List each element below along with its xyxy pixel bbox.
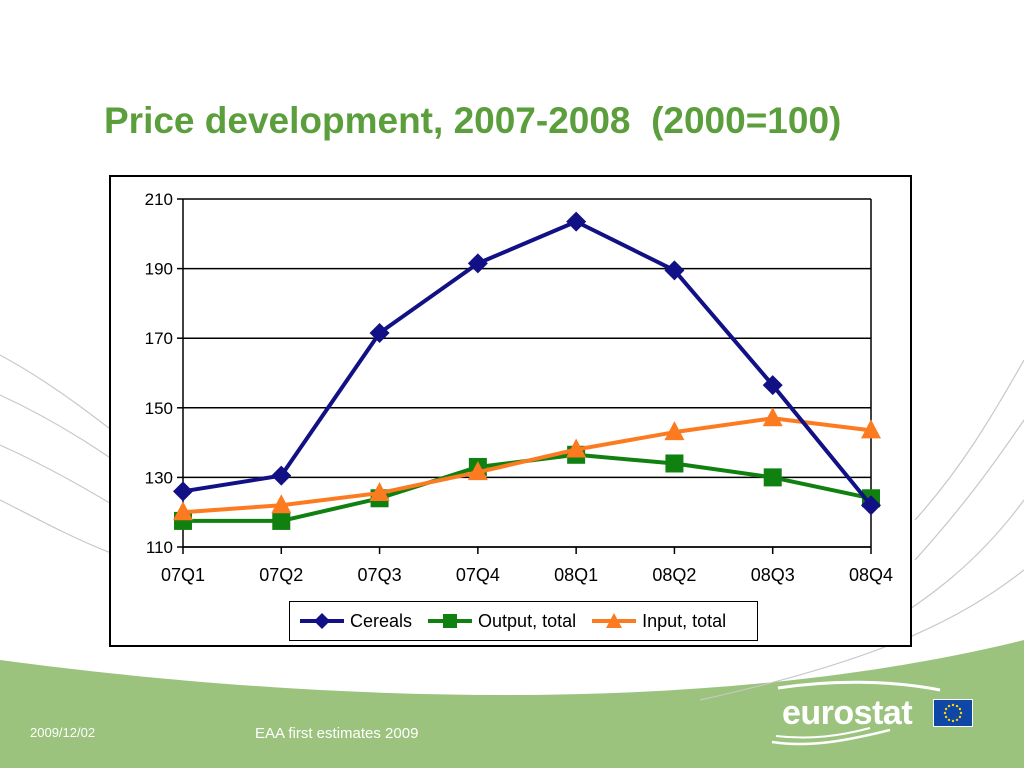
data-point-triangle [173, 501, 193, 521]
y-tick-label: 170 [145, 329, 173, 348]
data-point-diamond [762, 375, 783, 396]
data-point-triangle [271, 494, 292, 514]
eurostat-logo: eurostat [770, 680, 980, 750]
data-point-diamond [664, 260, 685, 281]
footer-date: 2009/12/02 [30, 725, 96, 740]
x-tick-labels: 07Q1 07Q2 07Q3 07Q4 08Q1 08Q2 08Q3 08Q4 [161, 565, 893, 585]
x-tick-label: 07Q3 [358, 565, 402, 585]
legend-item-output-total: Output, total [426, 611, 576, 632]
series-input-total [173, 407, 881, 521]
legend-item-cereals: Cereals [298, 611, 412, 632]
x-tick-label: 07Q1 [161, 565, 205, 585]
x-tick-label: 07Q2 [259, 565, 303, 585]
legend-label-input-total: Input, total [642, 610, 727, 631]
legend-label-cereals: Cereals [350, 610, 413, 631]
series-line [182, 219, 873, 507]
x-tick-label: 08Q2 [652, 565, 696, 585]
x-tick-label: 08Q4 [849, 565, 893, 585]
data-point-diamond [566, 211, 587, 232]
eu-star [958, 707, 962, 711]
data-point-triangle [467, 461, 488, 481]
data-point-square [272, 511, 291, 530]
data-point-triangle [861, 419, 881, 439]
y-tick-label: 150 [145, 399, 173, 418]
logo-wordmark: eurostat [782, 694, 913, 732]
eu-star [944, 707, 948, 711]
x-tick-label: 08Q1 [554, 565, 598, 585]
data-point-diamond [369, 322, 390, 343]
legend-swatch-diamond-icon [300, 613, 344, 629]
data-point-diamond [467, 253, 488, 274]
series-line [182, 416, 872, 515]
y-tick-label: 110 [146, 538, 173, 557]
data-point-diamond [173, 481, 193, 502]
y-tick-label: 210 [145, 190, 173, 209]
data-point-diamond [271, 465, 292, 486]
chart-legend: Cereals Output, total Input, total [289, 601, 758, 641]
eu-star [944, 715, 948, 719]
chart-panel: 110 130 150 170 190 210 07Q1 07Q2 07Q3 07Q4 08Q1 0… [109, 175, 912, 647]
eu-star [951, 703, 955, 707]
series-output-total [174, 445, 880, 530]
data-point-triangle [762, 407, 783, 427]
eu-star [959, 711, 963, 715]
legend-label-output-total: Output, total [478, 610, 577, 631]
slide-title: Price development, 2007-2008 (2000=100) [104, 100, 842, 141]
eu-star [943, 711, 947, 715]
x-tick-label: 07Q4 [456, 565, 500, 585]
footer-caption: EAA first estimates 2009 [255, 725, 419, 742]
data-point-triangle [566, 438, 587, 458]
logo-swoosh-icon [771, 680, 941, 746]
legend-swatch-square-icon [428, 614, 473, 628]
eu-star [958, 715, 962, 719]
eu-star [951, 719, 955, 723]
y-tick-label: 190 [145, 260, 173, 279]
eu-star [947, 718, 951, 722]
legend-item-input-total: Input, total [590, 611, 726, 632]
data-point-square [665, 454, 684, 473]
data-point-triangle [369, 482, 390, 502]
eu-star [955, 718, 959, 722]
data-point-triangle [664, 421, 685, 441]
legend-swatch-triangle-icon [592, 613, 637, 628]
chart-gridlines [183, 198, 871, 548]
data-point-square [763, 468, 782, 487]
eu-star [947, 704, 951, 708]
eu-flag-icon [933, 699, 973, 727]
series-cereals [173, 211, 881, 516]
eu-star [955, 704, 959, 708]
y-tick-label: 130 [145, 468, 173, 487]
data-point-diamond [861, 495, 881, 516]
y-tick-labels: 110 130 150 170 190 210 [145, 190, 173, 557]
x-tick-label: 08Q3 [751, 565, 795, 585]
chart-series [173, 211, 881, 530]
